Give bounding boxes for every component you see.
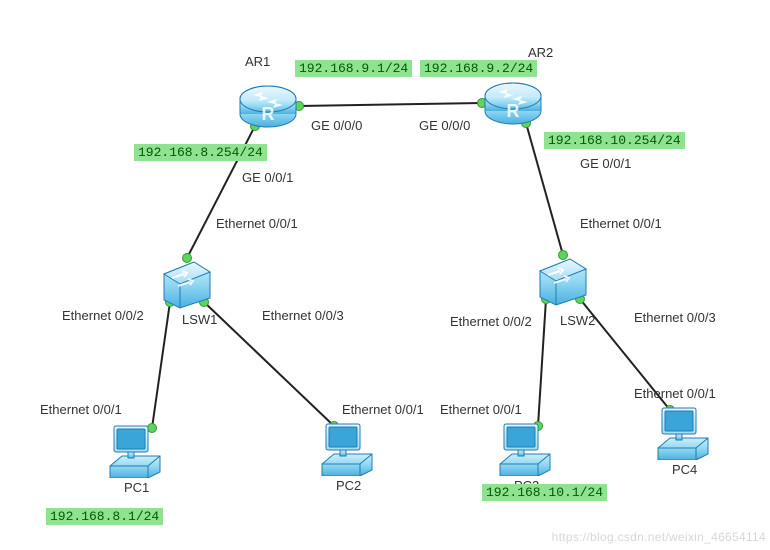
interface-label: Ethernet 0/0/1 xyxy=(580,216,662,231)
ip-label: 192.168.9.1/24 xyxy=(295,60,412,77)
link xyxy=(152,302,170,428)
interface-label: GE 0/0/0 xyxy=(311,118,362,133)
switch-lsw1 xyxy=(160,256,214,310)
interface-label: Ethernet 0/0/2 xyxy=(450,314,532,329)
ip-label: 192.168.10.1/24 xyxy=(482,484,607,501)
interface-label: Ethernet 0/0/1 xyxy=(216,216,298,231)
switch-lsw2 xyxy=(536,253,590,307)
node-label-ar2: AR2 xyxy=(528,45,553,60)
ip-label: 192.168.8.1/24 xyxy=(46,508,163,525)
ip-label: 192.168.8.254/24 xyxy=(134,144,267,161)
router-ar2 xyxy=(482,73,544,127)
node-label-ar1: AR1 xyxy=(245,54,270,69)
node-label-pc4: PC4 xyxy=(672,462,697,477)
node-label-pc2: PC2 xyxy=(336,478,361,493)
router-ar1 xyxy=(237,76,299,130)
interface-label: Ethernet 0/0/1 xyxy=(440,402,522,417)
interface-label: GE 0/0/1 xyxy=(242,170,293,185)
pc-pc3 xyxy=(498,420,552,476)
link xyxy=(538,299,546,426)
interface-label: Ethernet 0/0/1 xyxy=(634,386,716,401)
interface-label: Ethernet 0/0/1 xyxy=(342,402,424,417)
link xyxy=(299,103,482,106)
interface-label: GE 0/0/0 xyxy=(419,118,470,133)
pc-pc4 xyxy=(656,404,710,460)
ip-label: 192.168.9.2/24 xyxy=(420,60,537,77)
node-label-lsw1: LSW1 xyxy=(182,312,217,327)
ip-label: 192.168.10.254/24 xyxy=(544,132,685,149)
interface-label: Ethernet 0/0/1 xyxy=(40,402,122,417)
watermark: https://blog.csdn.net/weixin_46654114 xyxy=(552,530,766,544)
interface-label: Ethernet 0/0/3 xyxy=(634,310,716,325)
pc-pc1 xyxy=(108,422,162,478)
interface-label: Ethernet 0/0/2 xyxy=(62,308,144,323)
node-label-lsw2: LSW2 xyxy=(560,313,595,328)
pc-pc2 xyxy=(320,420,374,476)
interface-label: GE 0/0/1 xyxy=(580,156,631,171)
node-label-pc1: PC1 xyxy=(124,480,149,495)
interface-label: Ethernet 0/0/3 xyxy=(262,308,344,323)
